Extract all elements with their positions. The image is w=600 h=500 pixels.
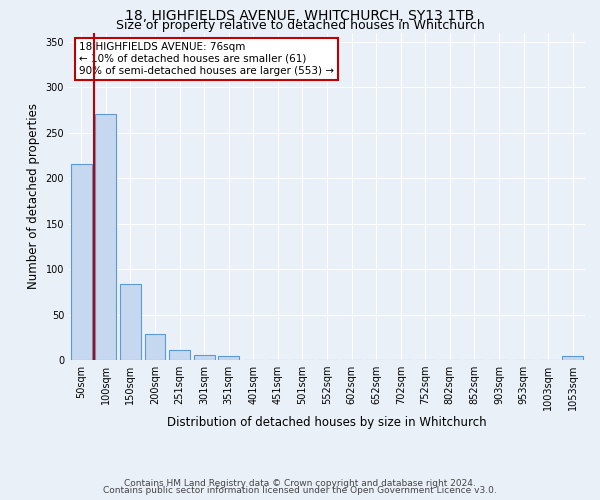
Bar (145, 334, 166, 360)
Text: 18 HIGHFIELDS AVENUE: 76sqm
← 10% of detached houses are smaller (61)
90% of sem: 18 HIGHFIELDS AVENUE: 76sqm ← 10% of det… (79, 42, 334, 76)
X-axis label: Distribution of detached houses by size in Whitchurch: Distribution of detached houses by size … (167, 416, 487, 429)
Bar (95, 114, 116, 360)
Bar (120, 284, 141, 360)
Bar (71, 164, 92, 360)
Text: Size of property relative to detached houses in Whitchurch: Size of property relative to detached ho… (116, 19, 484, 32)
Bar (218, 356, 239, 360)
Y-axis label: Number of detached properties: Number of detached properties (27, 104, 40, 289)
Bar (169, 350, 190, 360)
Text: 18, HIGHFIELDS AVENUE, WHITCHURCH, SY13 1TB: 18, HIGHFIELDS AVENUE, WHITCHURCH, SY13 … (125, 9, 475, 23)
Bar (194, 356, 215, 360)
Text: Contains public sector information licensed under the Open Government Licence v3: Contains public sector information licen… (103, 486, 497, 495)
Bar (562, 356, 583, 360)
Text: Contains HM Land Registry data © Crown copyright and database right 2024.: Contains HM Land Registry data © Crown c… (124, 478, 476, 488)
